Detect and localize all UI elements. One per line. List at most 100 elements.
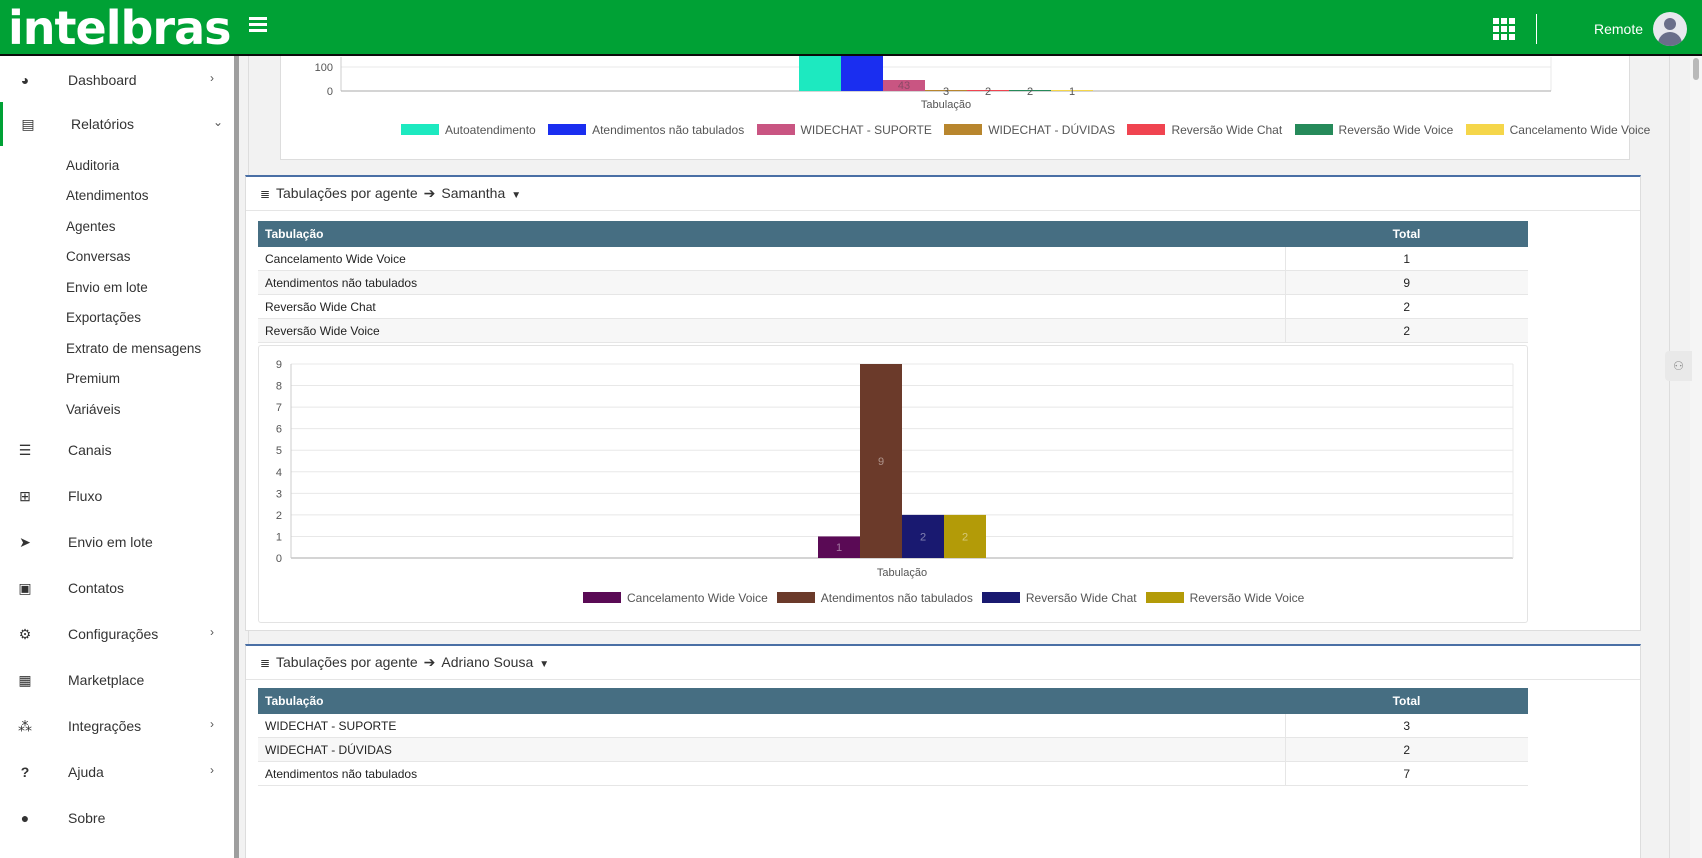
legend-swatch: [583, 592, 621, 603]
y-tick: 0: [327, 86, 333, 98]
user-name[interactable]: Remote: [1594, 21, 1644, 37]
legend-item[interactable]: Autoatendimento: [401, 123, 536, 137]
column-header[interactable]: Total: [1285, 221, 1528, 247]
sidebar-item-dashboard[interactable]: ◕ Dashboard ›: [0, 58, 234, 102]
table-row: Atendimentos não tabulados 7: [258, 761, 1528, 786]
chevron-down-icon: ⌄: [213, 115, 224, 129]
list-icon: ☰: [18, 442, 32, 458]
sidebar-scrollbar[interactable]: [234, 56, 239, 858]
submenu-auditoria[interactable]: Auditoria: [66, 158, 120, 173]
data-label: 9: [878, 456, 884, 468]
legend-item[interactable]: Atendimentos não tabulados: [776, 591, 973, 605]
sidebar-item-fluxo[interactable]: ⊞ Fluxo: [0, 474, 234, 518]
bar-widechat-suporte: [883, 80, 925, 91]
sidebar-item-contatos[interactable]: ▣ Contatos: [18, 580, 125, 596]
chevron-right-icon: ›: [210, 71, 214, 85]
data-label: 1: [836, 542, 842, 554]
legend-item[interactable]: Cancelamento Wide Voice: [583, 591, 768, 605]
agent-dropdown[interactable]: Samantha ▼: [441, 185, 522, 201]
submenu-envio-em-lote[interactable]: Envio em lote: [66, 280, 148, 295]
sidebar-item-integracoes[interactable]: ⁂ Integrações ›: [18, 717, 214, 734]
arrow-right-icon: ➔: [423, 654, 436, 670]
column-header[interactable]: Total: [1285, 688, 1528, 714]
y-tick-label: 6: [276, 424, 282, 436]
sidebar-item-envio-em-lote[interactable]: ➤ Envio em lote: [0, 520, 234, 564]
legend-swatch: [981, 592, 1020, 603]
y-tick-label: 8: [276, 381, 282, 393]
submenu-variaveis[interactable]: Variáveis: [66, 402, 121, 417]
scrollbar-thumb[interactable]: [1693, 58, 1699, 80]
bar-reversao-wide-voice: [1009, 90, 1051, 91]
top-header: intelbras Remote: [0, 0, 1702, 56]
y-tick-label: 7: [276, 402, 282, 414]
integrations-icon: ⁂: [18, 718, 32, 734]
intelbras-logo[interactable]: intelbras: [8, 1, 232, 55]
samantha-chart: 0 1 2 3 4 5 6 7 8 9 1 9 2 2 Tabulação: [276, 359, 1514, 579]
sidebar: ◕ Dashboard › ▤ Relatórios ⌄ Auditoria A…: [0, 56, 236, 858]
divider: [246, 679, 1640, 680]
agent-dropdown[interactable]: Adriano Sousa ▼: [441, 654, 550, 670]
legend-label: Cancelamento Wide Voice: [627, 591, 768, 605]
sidebar-item-marketplace[interactable]: ▦ Marketplace: [18, 672, 145, 688]
submenu-premium[interactable]: Premium: [66, 371, 121, 386]
samantha-table: Tabulação Total Cancelamento Wide Voice 1…: [258, 221, 1528, 343]
column-header[interactable]: Tabulação: [258, 688, 1285, 714]
bar: [818, 536, 860, 558]
database-icon: ≣: [260, 656, 271, 670]
legend-item[interactable]: Cancelamento Wide Voice: [1465, 123, 1650, 137]
legend-label: Reversão Wide Voice: [1189, 591, 1305, 605]
legend-item[interactable]: WIDECHAT - DÚVIDAS: [944, 123, 1115, 137]
legend-item[interactable]: Reversão Wide Voice: [1294, 123, 1453, 137]
x-axis-label: Tabulação: [921, 99, 971, 111]
adriano-table: Tabulação Total WIDECHAT - SUPORTE 3 WIDE…: [258, 688, 1528, 786]
bar: [860, 364, 902, 558]
y-tick-label: 4: [276, 467, 282, 479]
agent-card-adriano-sousa: ≣ Tabulações por agente ➔ Adriano Sousa ▼ Ta…: [245, 644, 1641, 858]
legend-item[interactable]: WIDECHAT - SUPORTE: [756, 123, 932, 137]
table-row: Cancelamento Wide Voice 1: [258, 247, 1528, 271]
submenu-conversas[interactable]: Conversas: [66, 249, 131, 264]
sidebar-item-configuracoes[interactable]: ⚙ Configurações ›: [18, 625, 214, 642]
sidebar-item-relatorios[interactable]: ▤ Relatórios ⌄: [0, 102, 234, 146]
hamburger-menu-icon[interactable]: [249, 17, 267, 33]
y-tick-label: 3: [276, 488, 282, 500]
chevron-right-icon: ›: [210, 717, 214, 731]
users-panel-icon[interactable]: ⚇: [1665, 351, 1692, 381]
avatar[interactable]: [1653, 12, 1687, 46]
sitemap-icon: ⊞: [19, 488, 31, 504]
sidebar-item-sobre[interactable]: ● Sobre: [0, 796, 234, 840]
table-row: Atendimentos não tabulados 9: [258, 270, 1528, 295]
card-title: ≣ Tabulações por agente ➔ Adriano Sousa ▼: [260, 654, 550, 670]
sidebar-item-canais[interactable]: ☰ Canais: [18, 442, 112, 458]
legend-item[interactable]: Reversão Wide Chat: [1127, 123, 1282, 137]
gears-icon: ⚙: [18, 626, 32, 642]
x-axis-label: Tabulação: [877, 567, 927, 579]
legend-item[interactable]: Atendimentos não tabulados: [548, 123, 744, 137]
bar: [944, 514, 986, 558]
apps-grid-icon[interactable]: [1493, 18, 1515, 40]
table-row: Reversão Wide Voice 2: [258, 318, 1528, 343]
page-scrollbar[interactable]: [1690, 56, 1702, 858]
y-tick-label: 5: [276, 445, 282, 457]
submenu-exportacoes[interactable]: Exportações: [66, 310, 142, 325]
submenu-extrato-de-mensagens[interactable]: Extrato de mensagens: [66, 341, 202, 356]
legend-item[interactable]: Reversão Wide Chat: [981, 591, 1137, 605]
legend-item[interactable]: Reversão Wide Voice: [1145, 591, 1305, 605]
caret-down-icon: ▼: [511, 190, 522, 201]
sidebar-item-ajuda[interactable]: ? Ajuda ›: [0, 750, 234, 794]
submenu-atendimentos[interactable]: Atendimentos: [66, 188, 149, 203]
agent-card-samantha: ≣ Tabulações por agente ➔ Samantha ▼ Tabulaç…: [245, 175, 1641, 631]
samantha-chart-panel: 0 1 2 3 4 5 6 7 8 9 1 9 2 2 Tabulação Cancelamento Wid…: [258, 345, 1528, 623]
legend-label: Reversão Wide Chat: [1025, 591, 1137, 605]
gauge-icon: ◕: [20, 72, 30, 88]
table-row: WIDECHAT - DÚVIDAS 2: [258, 737, 1528, 762]
column-header[interactable]: Tabulação: [258, 221, 1285, 247]
submenu-agentes[interactable]: Agentes: [66, 219, 116, 234]
book-icon: ▤: [21, 116, 35, 132]
chevron-right-icon: ›: [210, 625, 214, 639]
table-row: Reversão Wide Chat 2: [258, 294, 1528, 319]
legend-label: Atendimentos não tabulados: [820, 591, 973, 605]
card-title: ≣ Tabulações por agente ➔ Samantha ▼: [260, 185, 522, 201]
caret-down-icon: ▼: [539, 659, 550, 670]
bar-reversao-wide-chat: [967, 90, 1009, 91]
